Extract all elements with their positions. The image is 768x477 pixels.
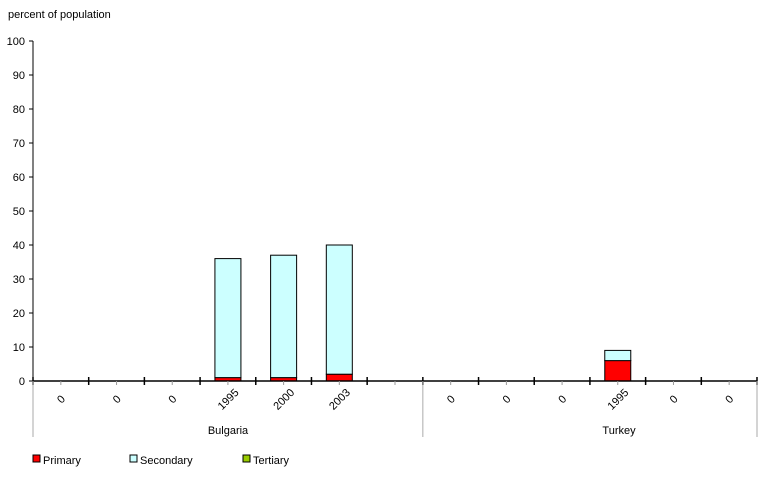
group-label: Turkey — [602, 425, 636, 437]
bar-primary — [604, 360, 632, 382]
x-tick-label: 0 — [55, 393, 68, 406]
x-tick-label: 1995 — [216, 387, 242, 413]
y-tick-label: 80 — [13, 104, 25, 116]
legend-swatch-secondary — [129, 454, 138, 463]
y-tick-label: 90 — [13, 70, 25, 82]
y-tick-label: 30 — [13, 274, 25, 286]
legend-swatch-tertiary — [242, 454, 251, 463]
legend-label-tertiary: Tertiary — [253, 455, 290, 467]
legend-label-primary: Primary — [43, 455, 81, 467]
y-tick-label: 40 — [13, 240, 25, 252]
y-tick-label: 100 — [7, 36, 25, 48]
x-tick-label: 2003 — [327, 387, 353, 413]
x-tick-label: 1995 — [606, 387, 632, 413]
x-tick-label: 0 — [668, 393, 681, 406]
y-tick-label: 20 — [13, 308, 25, 320]
y-tick-label: 50 — [13, 206, 25, 218]
y-tick-label: 10 — [13, 342, 25, 354]
y-tick-label: 70 — [13, 138, 25, 150]
bar-secondary — [325, 244, 353, 375]
bar-secondary — [604, 349, 632, 362]
x-tick-label: 2000 — [271, 387, 297, 413]
legend-swatch-primary — [32, 454, 41, 463]
y-tick-label: 0 — [19, 376, 25, 388]
x-tick-label: 0 — [111, 393, 124, 406]
y-tick-label: 60 — [13, 172, 25, 184]
x-tick-label: 0 — [556, 393, 569, 406]
group-label: Bulgaria — [208, 425, 249, 437]
x-tick-label: 0 — [501, 393, 514, 406]
bar-secondary — [214, 258, 242, 379]
bar-primary — [325, 373, 353, 382]
x-tick-label: 0 — [723, 393, 736, 406]
x-tick-label: 0 — [445, 393, 458, 406]
bar-secondary — [270, 254, 298, 379]
y-axis-label: percent of population — [8, 9, 111, 21]
x-tick-label: 0 — [167, 393, 180, 406]
legend-label-secondary: Secondary — [140, 455, 193, 467]
